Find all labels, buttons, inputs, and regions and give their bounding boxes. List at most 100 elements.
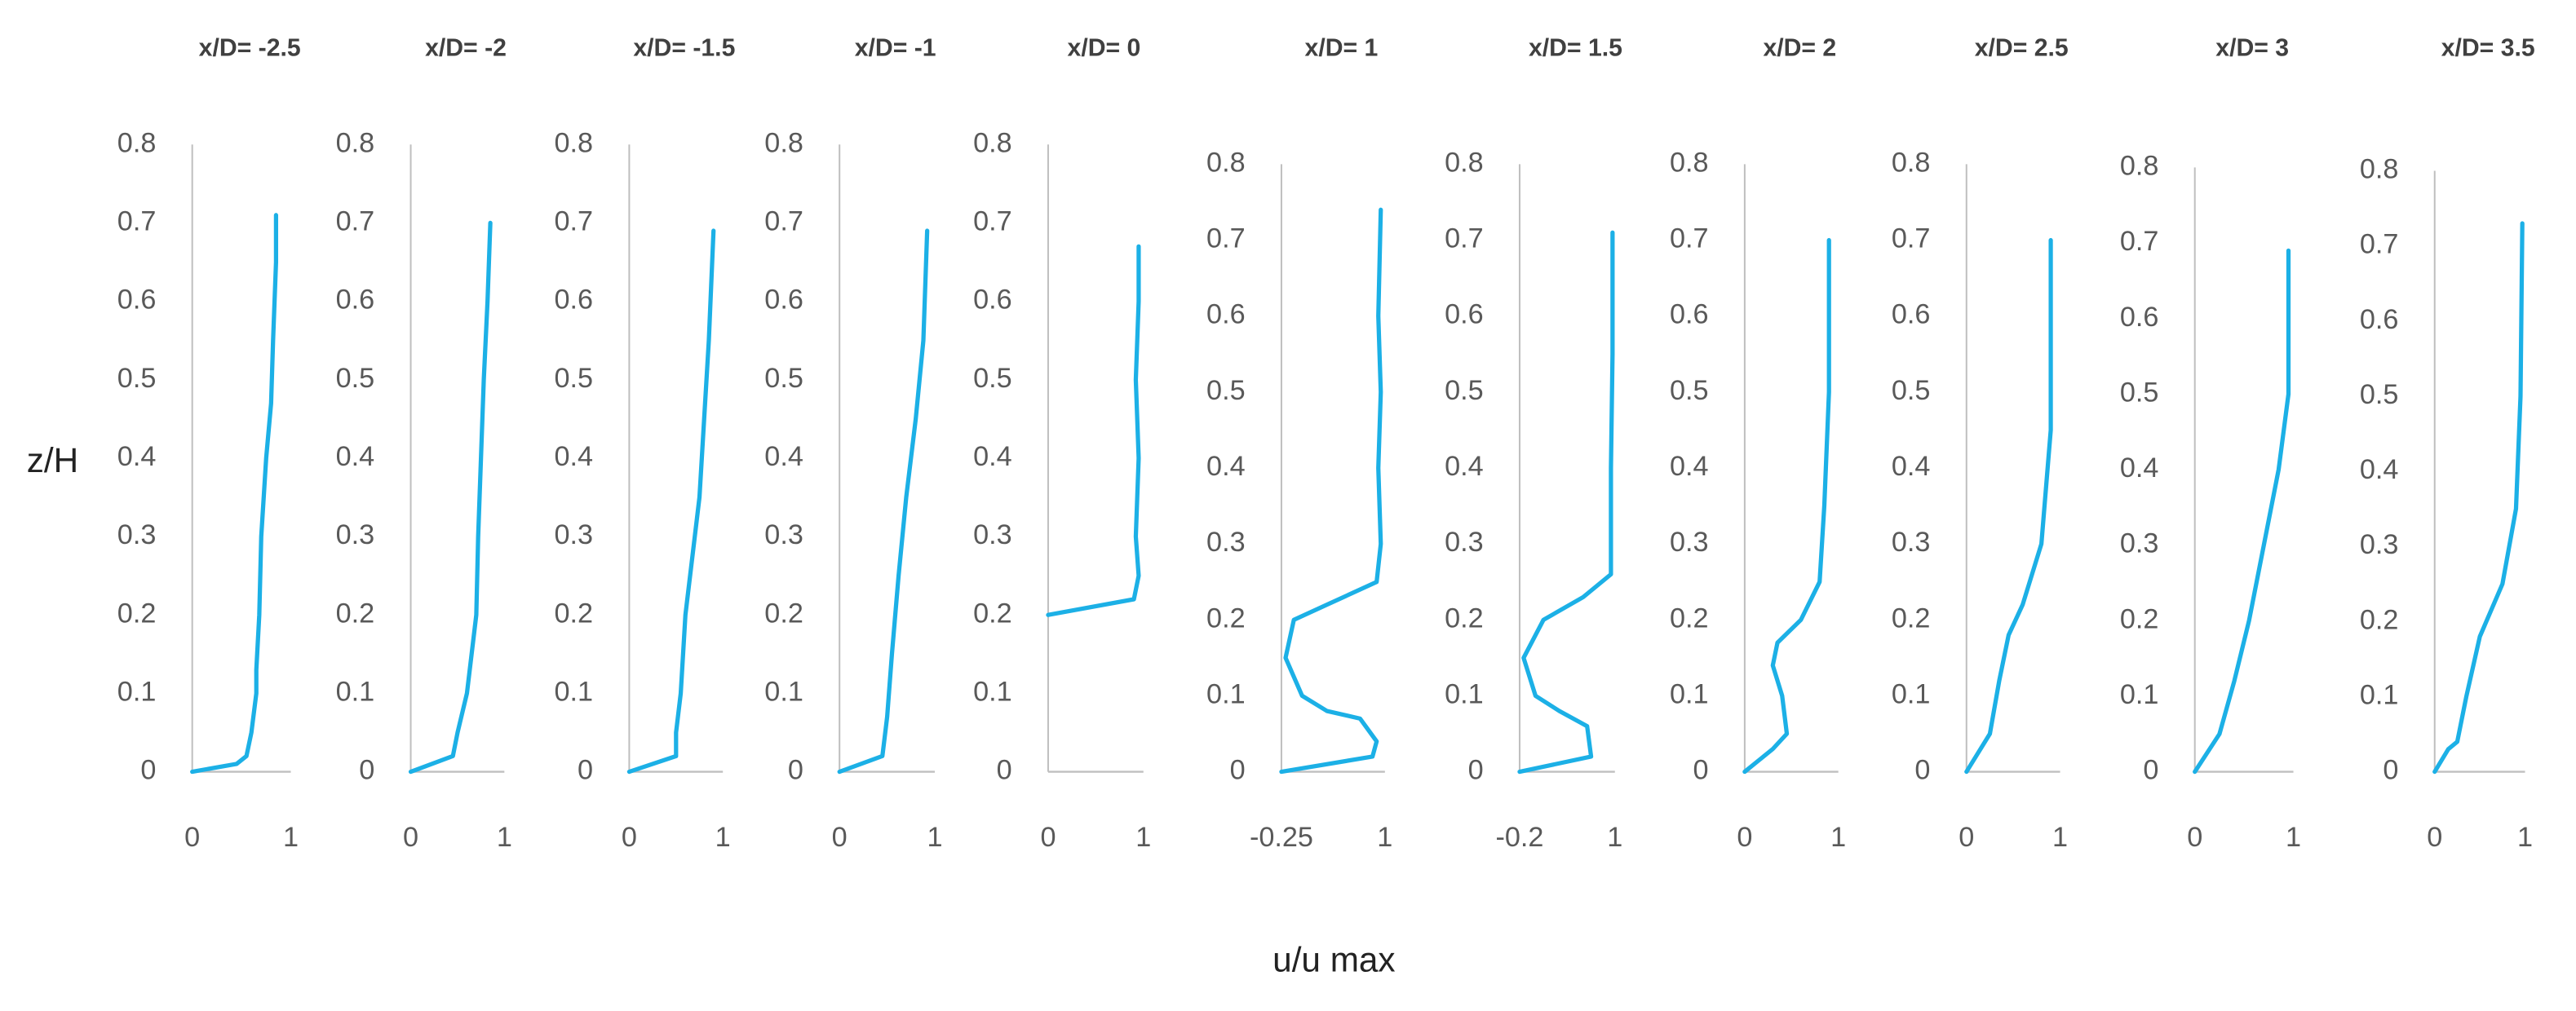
profile-line [837, 228, 930, 775]
panel-title: x/D= 1.5 [1529, 34, 1622, 61]
y-tick-label: 0.7 [336, 205, 375, 236]
y-tick-label: 0 [2383, 755, 2398, 786]
y-tick-label: 0.6 [764, 285, 803, 316]
y-tick-label: 0.5 [1892, 375, 1931, 406]
y-tick-label: 0.8 [2120, 150, 2159, 181]
y-tick-label: 0.5 [555, 363, 594, 394]
x-tick-label: -0.25 [1250, 822, 1313, 853]
y-tick-label: 0.1 [2120, 679, 2159, 710]
y-tick-label: 0.2 [1206, 603, 1246, 634]
y-tick-label: 0.4 [1206, 451, 1246, 482]
y-tick-label: 0 [2143, 755, 2158, 786]
y-tick-label: 0.5 [2360, 379, 2399, 410]
x-tick-label: 1 [1135, 822, 1151, 853]
y-tick-label: 0.3 [555, 519, 594, 550]
y-tick-label: 0.1 [555, 676, 594, 707]
y-tick-label: 0.6 [336, 285, 375, 316]
y-tick-label: 0.5 [2120, 377, 2159, 408]
y-tick-label: 0.4 [1445, 451, 1484, 482]
y-tick-label: 0.7 [1892, 223, 1931, 254]
y-tick-label: 0.1 [973, 676, 1012, 707]
y-tick-label: 0.2 [336, 598, 375, 629]
y-tick-label: 0.2 [555, 598, 594, 629]
y-tick-label: 0.4 [764, 441, 803, 472]
y-tick-label: 0.6 [1892, 299, 1931, 330]
y-tick-label: 0.5 [336, 363, 375, 394]
y-tick-label: 0.6 [555, 285, 594, 316]
y-tick-label: 0 [997, 755, 1012, 786]
y-tick-label: 0.7 [764, 205, 803, 236]
panel-title: x/D= 2.5 [1975, 34, 2069, 61]
y-tick-label: 0.8 [2360, 153, 2399, 184]
x-tick-label: 1 [1377, 822, 1392, 853]
x-tick-label: 0 [2187, 822, 2202, 853]
panel-title: x/D= -1 [855, 34, 936, 61]
y-tick-label: 0 [359, 755, 374, 786]
profile-line [1279, 207, 1383, 775]
y-tick-label: 0.3 [1445, 527, 1484, 558]
y-tick-label: 0.3 [1206, 527, 1246, 558]
y-tick-label: 0.7 [555, 205, 594, 236]
profile-line [1742, 237, 1831, 775]
y-tick-label: 0.7 [1206, 223, 1246, 254]
y-tick-label: 0 [140, 755, 156, 786]
y-tick-label: 0.3 [1892, 527, 1931, 558]
y-tick-label: 0.2 [1892, 603, 1931, 634]
profile-line [1517, 230, 1615, 775]
y-tick-label: 0.1 [1670, 678, 1709, 709]
y-tick-label: 0.4 [555, 441, 594, 472]
y-tick-label: 0.7 [1670, 223, 1709, 254]
y-tick-label: 0.8 [1892, 147, 1931, 178]
y-tick-label: 0.8 [973, 127, 1012, 158]
panel-title: x/D= 0 [1068, 34, 1141, 61]
y-tick-label: 0 [578, 755, 593, 786]
y-tick-label: 0.3 [117, 519, 157, 550]
y-tick-label: 0.2 [764, 598, 803, 629]
y-tick-label: 0.4 [117, 441, 157, 472]
y-tick-label: 0.6 [2120, 302, 2159, 333]
panel-title: x/D= 2 [1763, 34, 1836, 61]
y-tick-label: 0.5 [764, 363, 803, 394]
y-tick-label: 0.3 [336, 519, 375, 550]
y-tick-label: 0.6 [117, 285, 157, 316]
x-tick-label: 1 [1830, 822, 1846, 853]
y-tick-label: 0.6 [1206, 299, 1246, 330]
x-tick-label: 1 [497, 822, 512, 853]
y-tick-label: 0.8 [1445, 147, 1484, 178]
x-tick-label: 0 [403, 822, 418, 853]
x-tick-label: 0 [2427, 822, 2442, 853]
y-tick-label: 0.1 [2360, 679, 2399, 710]
x-tick-label: 1 [2052, 822, 2068, 853]
y-tick-label: 0.8 [764, 127, 803, 158]
y-tick-label: 0.2 [2360, 604, 2399, 635]
y-tick-label: 0.8 [555, 127, 594, 158]
y-tick-label: 0.6 [1670, 299, 1709, 330]
y-tick-label: 0.3 [764, 519, 803, 550]
x-tick-label: 0 [832, 822, 848, 853]
x-tick-label: 1 [927, 822, 942, 853]
x-axis-label: u/u max [1273, 940, 1395, 978]
y-tick-label: 0.5 [1206, 375, 1246, 406]
x-tick-label: 1 [283, 822, 299, 853]
y-tick-label: 0.2 [973, 598, 1012, 629]
y-tick-label: 0.4 [973, 441, 1012, 472]
x-tick-label: 0 [622, 822, 637, 853]
y-tick-label: 0.6 [2360, 304, 2399, 335]
profile-line [2432, 221, 2525, 775]
y-tick-label: 0 [1914, 755, 1930, 786]
y-tick-label: 0.7 [1445, 223, 1484, 254]
y-tick-label: 0.2 [1445, 603, 1484, 634]
y-tick-label: 0.4 [2120, 453, 2159, 483]
y-tick-label: 0.7 [2360, 229, 2399, 260]
y-tick-label: 0.8 [1206, 147, 1246, 178]
y-tick-label: 0.1 [1445, 678, 1484, 709]
y-tick-label: 0.4 [336, 441, 375, 472]
y-tick-label: 0.1 [1892, 678, 1931, 709]
y-tick-label: 0 [1230, 755, 1246, 786]
y-tick-label: 0.8 [1670, 147, 1709, 178]
y-tick-label: 0 [1693, 755, 1709, 786]
y-tick-label: 0.1 [336, 676, 375, 707]
y-tick-label: 0.1 [764, 676, 803, 707]
x-tick-label: 1 [2517, 822, 2533, 853]
